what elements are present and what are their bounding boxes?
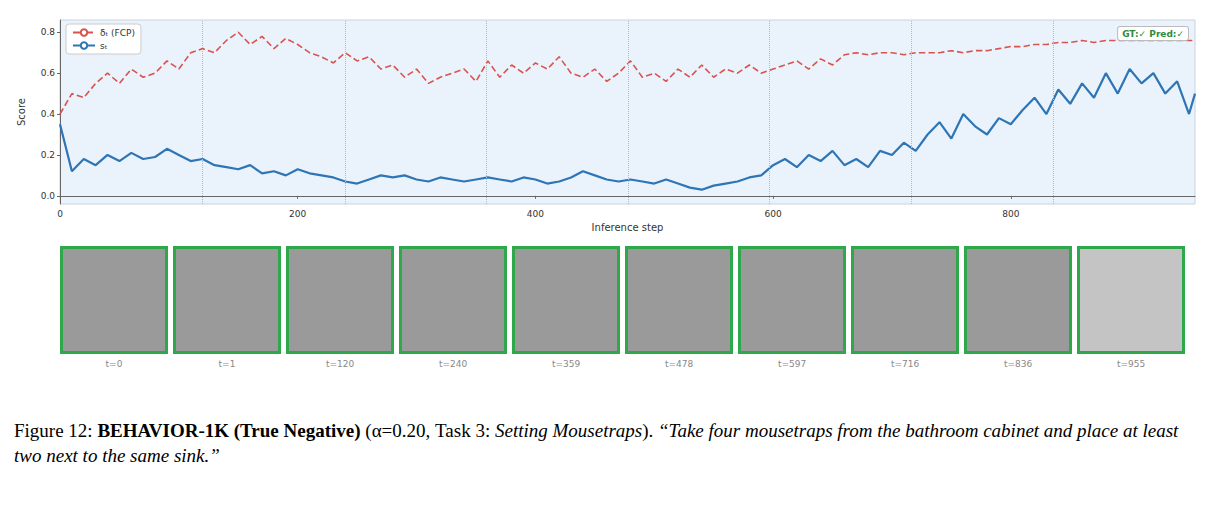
html-text:t=716: t=716 — [890, 359, 920, 369]
svg-text:200: 200 — [289, 209, 306, 219]
svg-text:0.8: 0.8 — [41, 27, 56, 37]
svg-text:sₜ: sₜ — [100, 41, 108, 51]
html-text:t=0: t=0 — [105, 359, 123, 369]
svg-text:0: 0 — [57, 209, 63, 219]
html-text:t=120: t=120 — [325, 359, 355, 369]
html-text:Figure 12: BEHAVIOR-1K (True N: Figure 12: BEHAVIOR-1K (True Negative) (… — [14, 420, 1179, 466]
svg-text:Score: Score — [16, 98, 27, 126]
svg-text:0.4: 0.4 — [41, 109, 56, 119]
svg-text:GT:✓ Pred:✓: GT:✓ Pred:✓ — [1122, 29, 1184, 39]
html-text:t=955: t=955 — [1116, 359, 1146, 369]
html-text:t=478: t=478 — [664, 359, 694, 369]
html-text:t=1: t=1 — [218, 359, 236, 369]
svg-text:400: 400 — [527, 209, 544, 219]
svg-text:Inference step: Inference step — [592, 222, 664, 233]
html-text:t=836: t=836 — [1003, 359, 1033, 369]
svg-text:800: 800 — [1002, 209, 1019, 219]
svg-text:δₜ (FCP): δₜ (FCP) — [100, 28, 135, 38]
html-text:t=597: t=597 — [777, 359, 807, 369]
html-text:t=359: t=359 — [551, 359, 581, 369]
html-text:t=240: t=240 — [438, 359, 468, 369]
svg-text:0.0: 0.0 — [41, 191, 56, 201]
svg-text:0.6: 0.6 — [41, 68, 56, 78]
svg-text:600: 600 — [764, 209, 781, 219]
svg-text:0.2: 0.2 — [41, 150, 55, 160]
